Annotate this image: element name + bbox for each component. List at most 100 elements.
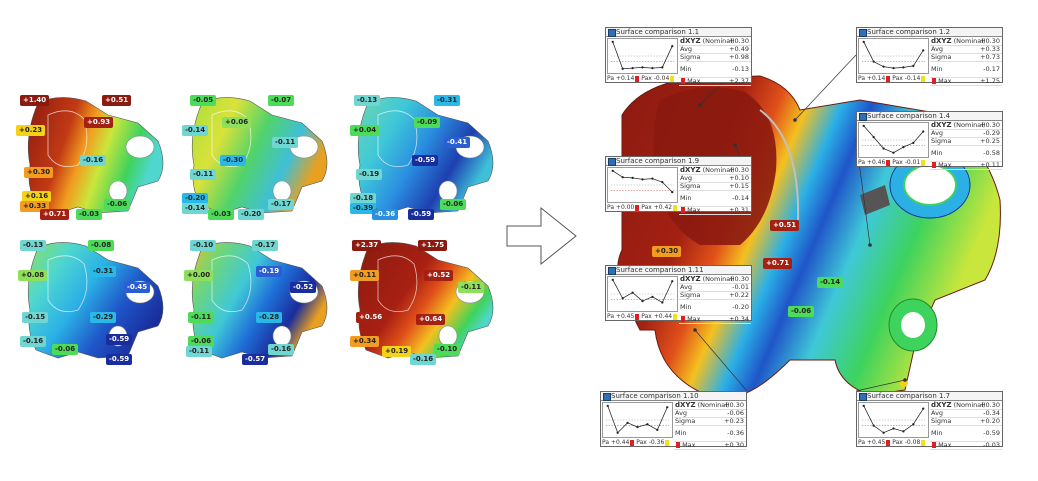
sparkline-point	[606, 404, 609, 407]
stat-value: +0.30	[729, 37, 749, 45]
stat-label: Avg	[931, 129, 944, 137]
stat-value: +0.10	[729, 174, 749, 182]
leader-anchor	[903, 378, 907, 382]
deviation-tag: -0.13	[354, 95, 381, 106]
pax-swatch	[670, 75, 675, 82]
panel-sparkline	[858, 402, 929, 438]
stat-key: dXYZ	[931, 401, 952, 409]
stat-value: +0.73	[980, 53, 1000, 61]
stat-row-max: Max +0.31	[679, 207, 751, 215]
stat-row-header: dXYZ (Nominal) +0.30	[679, 276, 751, 284]
pax-swatch	[665, 439, 670, 446]
monitor-icon	[608, 267, 616, 275]
stat-label: Max	[682, 441, 696, 449]
panel-title: Surface comparison 1.7	[857, 392, 1002, 401]
sparkline-path	[863, 41, 924, 69]
deviation-tag: -0.31	[90, 266, 117, 277]
max-swatch	[932, 162, 936, 168]
stat-value: -0.17	[983, 65, 1000, 73]
stat-row-sigma: Sigma +0.22	[679, 292, 751, 300]
deviation-tag: -0.07	[268, 95, 295, 106]
deviation-tag: -0.28	[256, 312, 283, 323]
stat-label: Avg	[675, 409, 688, 417]
sparkline-point	[656, 428, 659, 432]
casting-model-2	[191, 97, 328, 214]
stat-sub: (Nominal)	[953, 121, 986, 129]
deviation-tag: +0.93	[84, 117, 114, 128]
panel-sparkline	[607, 38, 678, 74]
sparkline-path	[607, 405, 668, 434]
deviation-tag: -0.06	[52, 344, 79, 355]
sparkline-point	[872, 136, 875, 139]
surface-comparison-panel: Surface comparison 1.11 dXYZ (Nominal) +…	[605, 265, 752, 324]
stat-row-avg: Avg +0.49	[679, 46, 751, 54]
stat-value: +0.30	[980, 401, 1000, 409]
sparkline-point	[661, 181, 664, 184]
sparkline-point	[922, 130, 925, 133]
stat-row-sigma: Sigma +0.15	[679, 183, 751, 191]
sparkline-point	[631, 176, 634, 180]
stat-value: -0.03	[983, 441, 1000, 449]
deviation-tag: -0.06	[188, 336, 215, 347]
deviation-tag: -0.59	[408, 209, 435, 220]
monitor-icon	[608, 158, 616, 166]
pa-value: Pa +0.45	[607, 313, 635, 320]
panel-title: Surface comparison 1.2	[857, 28, 1002, 37]
deviation-tag: -0.11	[190, 169, 217, 180]
sparkline-point	[912, 141, 915, 144]
stat-row-max: Max +0.11	[930, 162, 1002, 170]
stat-label: Avg	[680, 45, 693, 53]
sparkline-point	[902, 430, 905, 433]
stat-row-avg: Avg -0.01	[679, 284, 751, 292]
sparkline-point	[671, 280, 674, 283]
panel-sparkline	[858, 122, 929, 158]
stat-row-min: Min -0.59	[930, 426, 1002, 442]
pax-value: Pax -0.36	[636, 439, 665, 446]
stat-row-min: Min -0.13	[679, 62, 751, 78]
deviation-tag: +0.04	[350, 125, 380, 136]
stat-sub: (Nominal)	[953, 401, 986, 409]
sparkline-point	[666, 406, 669, 409]
pax-swatch	[921, 75, 926, 82]
deviation-tag: +0.33	[20, 201, 50, 212]
stat-value: +0.30	[724, 441, 744, 449]
stat-value: +0.15	[729, 182, 749, 190]
max-swatch	[932, 78, 936, 84]
stat-row-avg: Avg +0.33	[930, 46, 1002, 54]
stat-label: Max	[687, 77, 701, 85]
deviation-tag: -0.03	[76, 209, 103, 220]
stat-label: Min	[931, 429, 943, 437]
pa-swatch	[630, 439, 635, 446]
sparkline-point	[651, 177, 654, 180]
sparkline-point	[862, 404, 865, 407]
stat-label: Sigma	[931, 137, 952, 145]
sparkline-point	[661, 301, 664, 304]
panel-title: Surface comparison 1.1	[606, 28, 751, 37]
deviation-tag: +0.34	[350, 336, 380, 347]
sparkline-point	[872, 60, 875, 63]
panel-stats-table: dXYZ (Nominal) +0.30 Avg -0.01 Sigma +0.22…	[679, 276, 751, 324]
deviation-tag: +0.56	[356, 312, 386, 323]
max-swatch	[932, 442, 936, 448]
deviation-tag: -0.29	[90, 312, 117, 323]
pax-value: Pax -0.08	[892, 439, 921, 446]
deviation-tag: -0.09	[414, 117, 441, 128]
main-deviation-tag: +0.30	[652, 246, 682, 257]
deviation-tag: +0.00	[184, 270, 214, 281]
sparkline-path	[612, 41, 673, 70]
main-deviation-tag: -0.06	[788, 306, 815, 317]
deviation-tag: +1.75	[418, 240, 448, 251]
stat-value: +0.23	[724, 417, 744, 425]
sparkline-point	[661, 66, 664, 69]
sparkline-point	[636, 425, 639, 429]
panel-title: Surface comparison 1.4	[857, 112, 1002, 121]
stat-label: Sigma	[680, 53, 701, 61]
stat-key: dXYZ	[680, 37, 701, 45]
stat-row-max: Max +0.30	[674, 442, 746, 450]
deviation-tag: +0.51	[102, 95, 132, 106]
monitor-icon	[859, 393, 867, 401]
sparkline-point	[651, 295, 654, 298]
stat-row-avg: Avg -0.29	[930, 130, 1002, 138]
sparkline-point	[621, 297, 624, 300]
stat-label: Max	[938, 77, 952, 85]
